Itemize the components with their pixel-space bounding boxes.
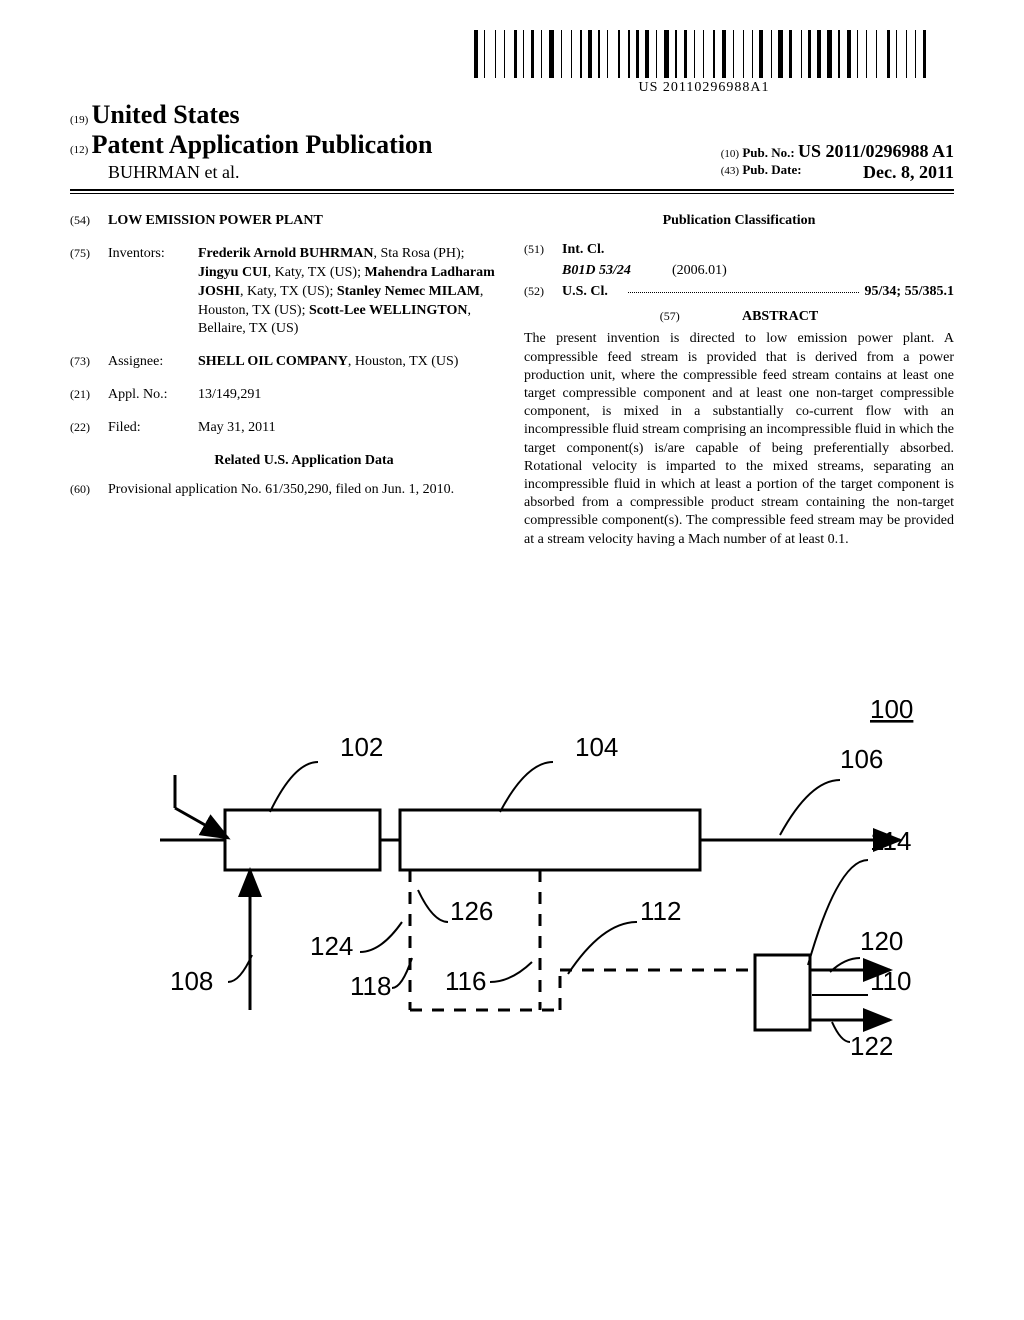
title-code: (54) bbox=[70, 212, 108, 231]
inventors-code: (75) bbox=[70, 245, 108, 339]
country-name: United States bbox=[92, 100, 240, 129]
intcl-code: (51) bbox=[524, 241, 562, 260]
applno-label: Appl. No.: bbox=[108, 386, 198, 405]
svg-text:110: 110 bbox=[870, 966, 911, 996]
dotted-leader bbox=[628, 283, 859, 293]
assignee-code: (73) bbox=[70, 353, 108, 372]
svg-text:116: 116 bbox=[445, 966, 486, 996]
patent-figure: 100 106 114 120 122 112 126 116 124 118 108 102 104 1… bbox=[70, 700, 954, 1080]
applno-code: (21) bbox=[70, 386, 108, 405]
svg-text:106: 106 bbox=[840, 744, 883, 774]
pubno-label: Pub. No.: bbox=[742, 145, 794, 160]
intcl-value: B01D 53/24 bbox=[562, 262, 672, 281]
assignee-name: SHELL OIL COMPANY bbox=[198, 354, 348, 369]
uscl-code: (52) bbox=[524, 283, 562, 302]
uscl-label: U.S. Cl. bbox=[562, 283, 622, 302]
svg-text:100: 100 bbox=[870, 700, 913, 724]
inventors-list: Frederik Arnold BUHRMAN, Sta Rosa (PH); … bbox=[198, 245, 500, 339]
filed-label: Filed: bbox=[108, 419, 198, 438]
barcode-label: US 20110296988A1 bbox=[474, 80, 934, 96]
abstract-code: (57) bbox=[660, 309, 680, 323]
biblio-left-column: (54) LOW EMISSION POWER PLANT (75) Inven… bbox=[70, 212, 500, 549]
country-code: (19) bbox=[70, 114, 88, 126]
svg-text:120: 120 bbox=[860, 926, 903, 956]
biblio-right-column: Publication Classification (51) Int. Cl.… bbox=[524, 212, 954, 549]
pub-type-code: (12) bbox=[70, 144, 88, 156]
inventors-label: Inventors: bbox=[108, 245, 198, 339]
pub-type: Patent Application Publication bbox=[92, 130, 433, 159]
intcl-date: (2006.01) bbox=[672, 262, 792, 281]
pubno-code: (10) bbox=[721, 148, 739, 160]
abstract-text: The present invention is directed to low… bbox=[524, 330, 954, 548]
svg-text:114: 114 bbox=[870, 826, 911, 856]
classification-header: Publication Classification bbox=[524, 212, 954, 231]
svg-text:102: 102 bbox=[340, 732, 383, 762]
barcode-graphic bbox=[474, 30, 934, 78]
intcl-label: Int. Cl. bbox=[562, 241, 622, 260]
assignee-location: Houston, TX (US) bbox=[355, 354, 459, 369]
barcode-block: US 20110296988A1 bbox=[474, 30, 934, 96]
pubdate-label: Pub. Date: bbox=[742, 162, 801, 177]
pub-date: Dec. 8, 2011 bbox=[863, 162, 954, 183]
svg-text:126: 126 bbox=[450, 896, 493, 926]
filed-code: (22) bbox=[70, 419, 108, 438]
svg-text:124: 124 bbox=[310, 931, 353, 961]
provisional-text: Provisional application No. 61/350,290, … bbox=[108, 481, 500, 500]
svg-text:112: 112 bbox=[640, 896, 681, 926]
document-header: (19) United States (12) Patent Applicati… bbox=[70, 100, 954, 191]
filed-date: May 31, 2011 bbox=[198, 419, 500, 438]
pubdate-code: (43) bbox=[721, 165, 739, 177]
svg-text:118: 118 bbox=[350, 971, 391, 1001]
svg-text:122: 122 bbox=[850, 1031, 893, 1061]
abstract-label: ABSTRACT bbox=[742, 309, 818, 324]
related-appdata-header: Related U.S. Application Data bbox=[108, 452, 500, 471]
uscl-value: 95/34; 55/385.1 bbox=[865, 283, 954, 302]
author-etal: BUHRMAN et al. bbox=[70, 162, 433, 183]
svg-text:104: 104 bbox=[575, 732, 618, 762]
provisional-code: (60) bbox=[70, 481, 108, 500]
svg-text:108: 108 bbox=[170, 966, 213, 996]
pub-number: US 2011/0296988 A1 bbox=[798, 141, 954, 161]
assignee-label: Assignee: bbox=[108, 353, 198, 372]
application-number: 13/149,291 bbox=[198, 386, 500, 405]
invention-title: LOW EMISSION POWER PLANT bbox=[108, 212, 500, 231]
